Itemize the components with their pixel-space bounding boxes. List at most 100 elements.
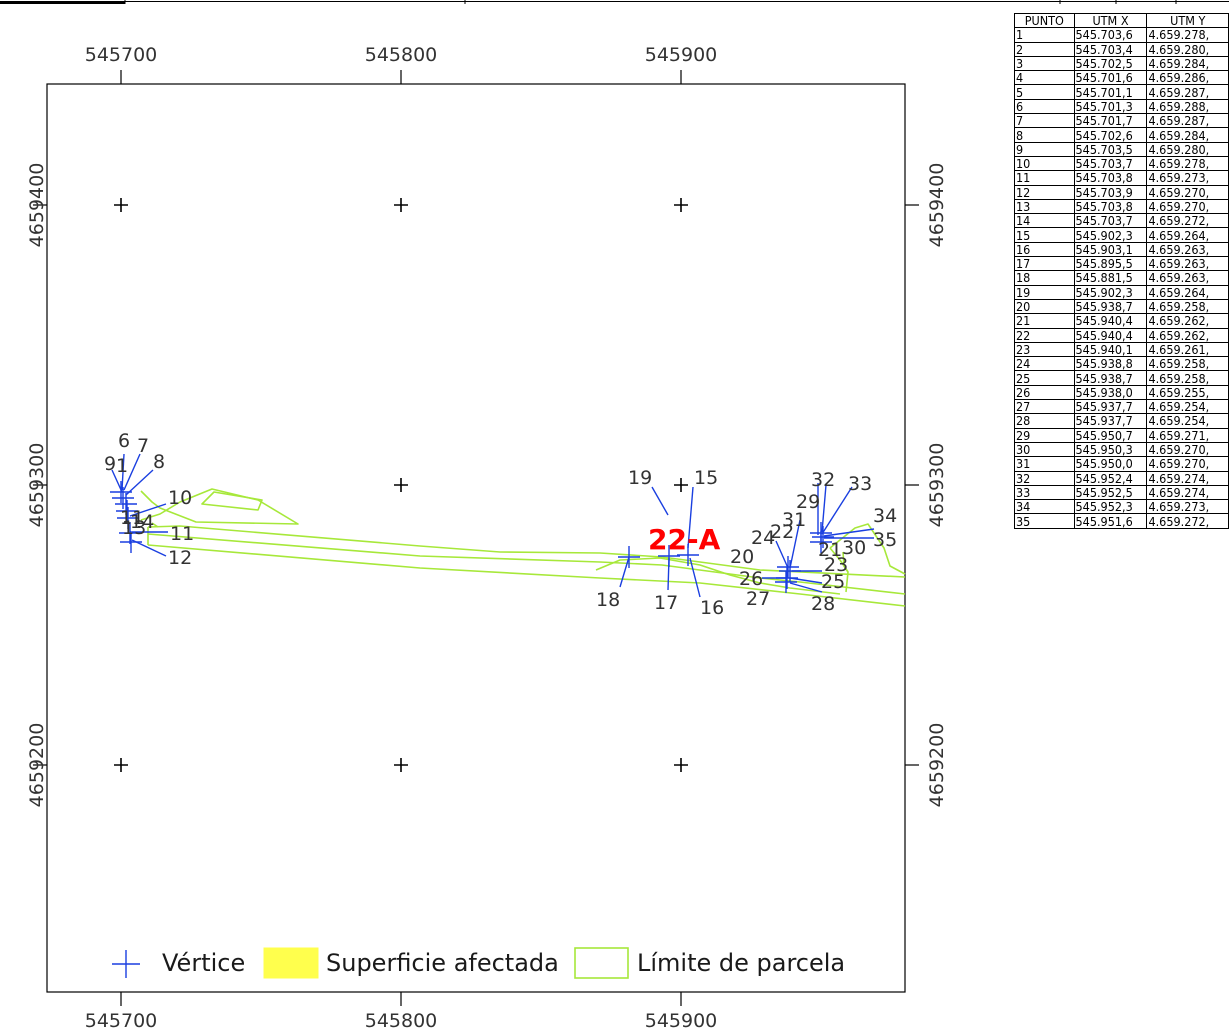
- cell-utm-y: 4.659.280,: [1146, 41, 1229, 57]
- cell-utm-x: 545.881,5: [1073, 270, 1148, 286]
- cell-punto: 24: [1014, 356, 1075, 372]
- cell-utm-x: 545.938,8: [1073, 356, 1148, 372]
- cell-utm-y: 4.659.263,: [1146, 241, 1229, 258]
- cell-utm-y: 4.659.284,: [1146, 127, 1229, 143]
- vertex-label: 17: [654, 592, 678, 614]
- parcel-boundary: [147, 544, 906, 607]
- cell-utm-x: 545.940,4: [1073, 327, 1148, 343]
- cell-utm-x: 545.703,8: [1073, 198, 1148, 215]
- cell-punto: 33: [1014, 484, 1075, 501]
- table-row: 23 545.940,1 4.659.261,: [1014, 341, 1229, 358]
- cell-utm-x: 545.703,7: [1073, 155, 1148, 172]
- cell-punto: 11: [1014, 170, 1075, 186]
- vertex-label: 1: [116, 455, 128, 477]
- cell-utm-y: 4.659.273,: [1146, 170, 1229, 186]
- cell-utm-y: 4.659.254,: [1146, 399, 1229, 415]
- legend-boundary-label: Límite de parcela: [637, 949, 845, 977]
- table-row: 16 545.903,1 4.659.263,: [1014, 241, 1229, 258]
- cell-utm-x: 545.952,3: [1073, 499, 1148, 515]
- cell-punto: 10: [1014, 155, 1075, 172]
- vertex-label: 10: [168, 487, 192, 509]
- cell-utm-x: 545.703,5: [1073, 141, 1148, 157]
- vertex-label: 7: [137, 435, 149, 457]
- cell-utm-x: 545.902,3: [1073, 227, 1148, 243]
- vertex-cross: [812, 526, 834, 548]
- parcel-boundary: [147, 533, 906, 595]
- cell-punto: 19: [1014, 284, 1075, 300]
- table-row: 30 545.950,3 4.659.270,: [1014, 441, 1229, 458]
- table-row: 14 545.703,7 4.659.272,: [1014, 213, 1229, 229]
- vertex-cross: [775, 571, 797, 593]
- parcel-boundary: [147, 522, 159, 545]
- cell-punto: 14: [1014, 213, 1075, 229]
- parcel-boundary: [147, 525, 906, 578]
- cell-utm-x: 545.703,7: [1073, 213, 1148, 229]
- cell-punto: 18: [1014, 270, 1075, 286]
- vertex-label: 13: [122, 517, 146, 539]
- cell-utm-x: 545.703,4: [1073, 41, 1148, 57]
- vertex-labels: 6 7 8 9 1 10 11 13 14 11 12 19 15 22-A 1…: [104, 430, 897, 619]
- parcel-boundaries: [140, 488, 906, 607]
- cell-punto: 9: [1014, 141, 1075, 157]
- table-row: 17 545.895,5 4.659.263,: [1014, 256, 1229, 272]
- y-tick-right: 4659400: [926, 163, 948, 248]
- vertex-label: 30: [842, 537, 866, 559]
- cell-utm-y: 4.659.264,: [1146, 227, 1229, 243]
- table-row: 27 545.937,7 4.659.254,: [1014, 399, 1229, 415]
- cell-utm-x: 545.952,4: [1073, 470, 1148, 486]
- vertex-label: 29: [796, 491, 820, 513]
- parcel-boundary: [842, 551, 849, 573]
- cell-utm-x: 545.703,9: [1073, 184, 1148, 200]
- cell-utm-y: 4.659.278,: [1146, 27, 1229, 43]
- table-row: 18 545.881,5 4.659.263,: [1014, 270, 1229, 286]
- table-row: 4 545.701,6 4.659.286,: [1014, 70, 1229, 86]
- vertex-cross: [112, 487, 134, 509]
- cell-utm-y: 4.659.273,: [1146, 499, 1229, 515]
- vertex-label: 8: [153, 451, 165, 473]
- cell-punto: 32: [1014, 470, 1075, 486]
- vertex-cross: [120, 531, 142, 553]
- table-header-utm-x: UTM X: [1073, 12, 1148, 29]
- vertex-label: 16: [700, 597, 724, 619]
- cell-utm-y: 4.659.274,: [1146, 470, 1229, 486]
- x-tick-bottom: 545900: [645, 1010, 718, 1032]
- cell-punto: 6: [1014, 98, 1075, 115]
- cell-punto: 3: [1014, 55, 1075, 72]
- cell-punto: 15: [1014, 227, 1075, 243]
- cell-utm-y: 4.659.264,: [1146, 284, 1229, 300]
- table-row: 3 545.702,5 4.659.284,: [1014, 55, 1229, 72]
- cell-utm-x: 545.950,0: [1073, 456, 1148, 472]
- vertex-cross: [810, 531, 832, 553]
- table-row: 12 545.703,9 4.659.270,: [1014, 184, 1229, 200]
- cell-utm-y: 4.659.270,: [1146, 184, 1229, 200]
- legend-boundary-swatch: [574, 947, 629, 979]
- cell-punto: 5: [1014, 84, 1075, 100]
- cell-punto: 25: [1014, 370, 1075, 386]
- cell-utm-y: 4.659.272,: [1146, 213, 1229, 229]
- cell-punto: 1: [1014, 27, 1075, 43]
- cell-punto: 7: [1014, 113, 1075, 129]
- vertex-label: 23: [824, 554, 848, 576]
- table-header-punto: PUNTO: [1014, 12, 1075, 29]
- cell-utm-y: 4.659.287,: [1146, 113, 1229, 129]
- table-row: 19 545.902,3 4.659.264,: [1014, 284, 1229, 300]
- cell-utm-x: 545.952,5: [1073, 484, 1148, 501]
- parcel-boundary: [829, 523, 906, 575]
- cell-utm-x: 545.703,6: [1073, 27, 1148, 43]
- cell-punto: 2: [1014, 41, 1075, 57]
- cell-punto: 22: [1014, 327, 1075, 343]
- cell-utm-x: 545.701,3: [1073, 98, 1148, 115]
- cell-utm-x: 545.940,4: [1073, 313, 1148, 329]
- cell-punto: 29: [1014, 427, 1075, 443]
- vertex-label: 25: [821, 571, 845, 593]
- table-row: 32 545.952,4 4.659.274,: [1014, 470, 1229, 486]
- table-row: 35 545.951,6 4.659.272,: [1014, 513, 1229, 529]
- cell-utm-x: 545.940,1: [1073, 341, 1148, 358]
- leader-lines: [111, 453, 875, 598]
- vertex-label: 27: [746, 588, 770, 610]
- cell-utm-x: 545.950,3: [1073, 441, 1148, 458]
- cell-utm-y: 4.659.286,: [1146, 70, 1229, 86]
- cell-punto: 31: [1014, 456, 1075, 472]
- cell-punto: 12: [1014, 184, 1075, 200]
- cell-punto: 16: [1014, 241, 1075, 258]
